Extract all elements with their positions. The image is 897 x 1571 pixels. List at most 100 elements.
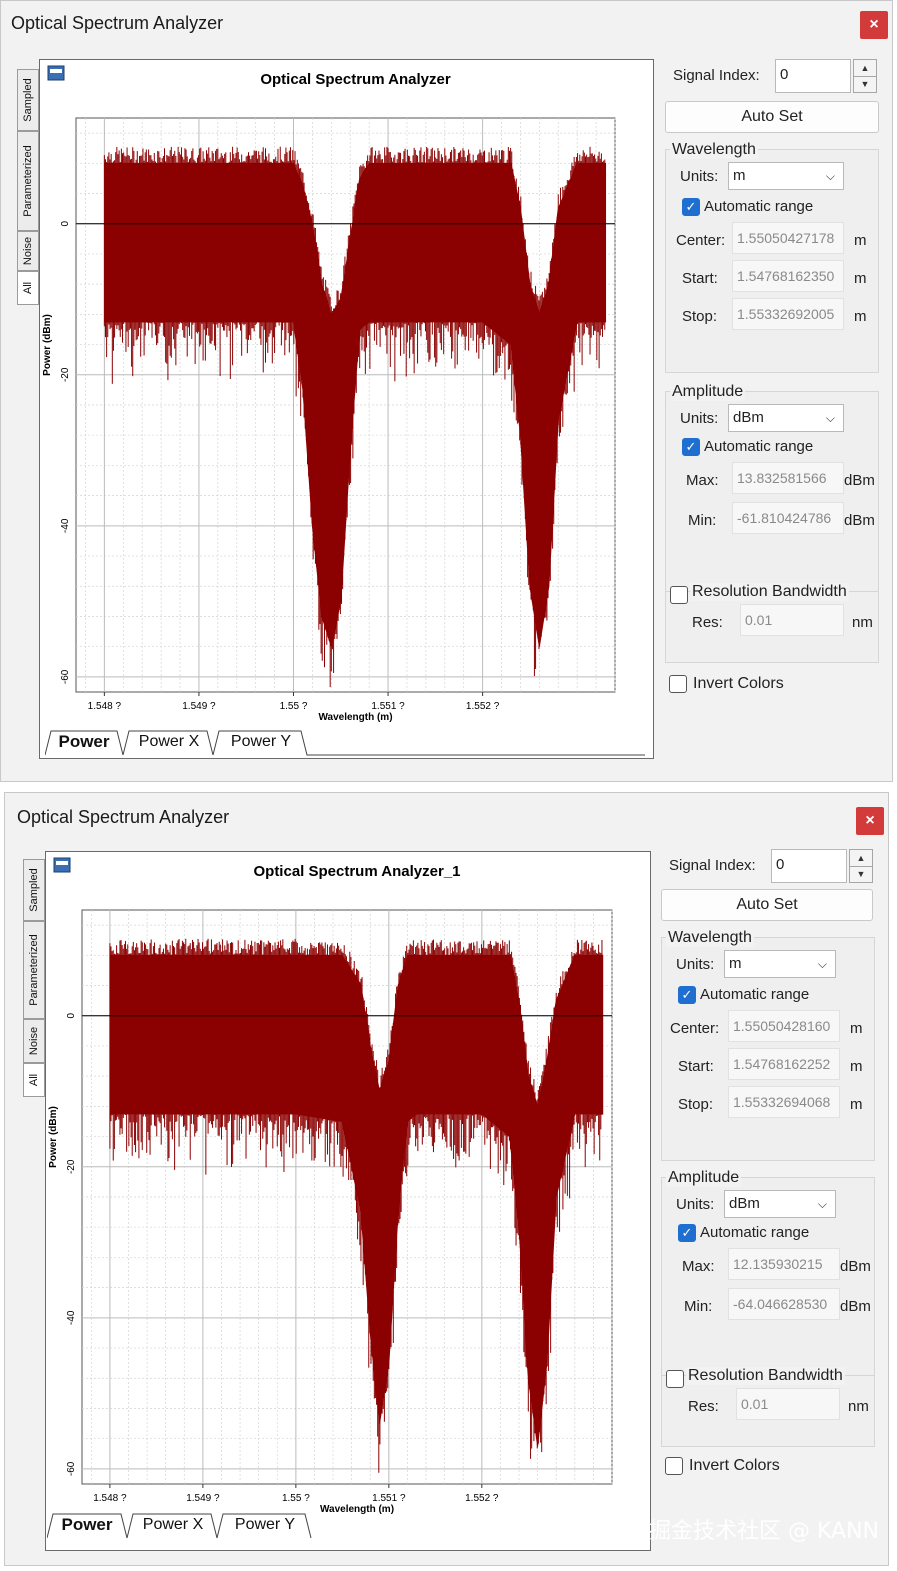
resolution-group: Resolution Bandwidth Res: 0.01 nm bbox=[661, 1367, 875, 1447]
amplitude-units-select[interactable]: dBm ⌵ bbox=[724, 1190, 836, 1218]
amplitude-units-select[interactable]: dBm ⌵ bbox=[728, 404, 844, 432]
x-tick-label: 1.551 ? bbox=[372, 1493, 406, 1504]
close-button[interactable]: × bbox=[860, 11, 888, 39]
x-tick-label: 1.548 ? bbox=[93, 1493, 127, 1504]
units-label: Units: bbox=[680, 168, 719, 185]
tab-power-x[interactable]: Power X bbox=[138, 733, 200, 750]
y-tick-label: -40 bbox=[66, 1310, 77, 1325]
chevron-down-icon: ⌵ bbox=[817, 1197, 827, 1211]
center-label: Center: bbox=[676, 232, 726, 249]
y-axis-label: Power (dBm) bbox=[42, 314, 53, 376]
chevron-down-icon[interactable]: ▼ bbox=[854, 75, 876, 93]
center-field[interactable]: 1.55050427178 bbox=[732, 222, 844, 254]
start-field[interactable]: 1.54768162252 bbox=[728, 1048, 840, 1080]
icon-highlight bbox=[50, 69, 62, 73]
tab-parameterized[interactable]: Parameterized bbox=[23, 921, 45, 1019]
start-label: Start: bbox=[678, 1058, 714, 1075]
invert-colors-label: Invert Colors bbox=[689, 1457, 780, 1474]
stop-field[interactable]: 1.55332692005 bbox=[732, 298, 844, 330]
settings-panel: Signal Index: 0 ▲ ▼ Auto Set Wavelength U… bbox=[657, 845, 885, 1545]
amplitude-title: Amplitude bbox=[666, 1169, 742, 1187]
min-field[interactable]: -61.810424786 bbox=[732, 502, 844, 534]
chevron-up-icon[interactable]: ▲ bbox=[856, 852, 866, 863]
min-label: Min: bbox=[684, 1298, 713, 1315]
tab-sampled[interactable]: Sampled bbox=[23, 859, 45, 921]
res-field[interactable]: 0.01 bbox=[740, 604, 844, 636]
x-tick-label: 1.55 ? bbox=[280, 701, 308, 712]
bottom-tabs-outline bbox=[47, 1513, 312, 1539]
center-unit: m bbox=[850, 1020, 863, 1037]
amplitude-group: Amplitude Units: dBm ⌵ ✓ Automatic range … bbox=[665, 383, 879, 611]
tab-all[interactable]: All bbox=[23, 1063, 45, 1097]
res-unit: nm bbox=[852, 614, 873, 631]
spectrum-chart: Optical Spectrum Analyzer 1.548 ? 1.549 ? 1… bbox=[42, 65, 616, 723]
wavelength-units-select[interactable]: m ⌵ bbox=[724, 950, 836, 978]
wavelength-title: Wavelength bbox=[666, 929, 754, 947]
tab-power[interactable]: Power bbox=[58, 732, 110, 751]
settings-panel: Signal Index: 0 ▲ ▼ Auto Set Wavelength U… bbox=[661, 55, 889, 755]
chart-app-icon bbox=[53, 857, 71, 873]
max-field[interactable]: 12.135930215 bbox=[728, 1248, 840, 1280]
window-title: Optical Spectrum Analyzer bbox=[17, 807, 230, 827]
auto-range-label: Automatic range bbox=[700, 1224, 810, 1241]
resolution-group: Resolution Bandwidth Res: 0.01 nm bbox=[665, 583, 879, 663]
tab-noise[interactable]: Noise bbox=[23, 1019, 45, 1063]
x-axis-label: Wavelength (m) bbox=[320, 1504, 394, 1515]
y-tick-label: 0 bbox=[66, 1013, 77, 1019]
min-field[interactable]: -64.046628530 bbox=[728, 1288, 840, 1320]
wavelength-group: Wavelength Units: m ⌵ ✓ Automatic range C… bbox=[661, 929, 875, 1161]
amplitude-group: Amplitude Units: dBm ⌵ ✓ Automatic range … bbox=[661, 1169, 875, 1397]
resolution-title: Resolution Bandwidth bbox=[690, 583, 849, 601]
signal-index-input[interactable]: 0 bbox=[775, 59, 851, 93]
auto-set-button[interactable]: Auto Set bbox=[661, 889, 873, 921]
invert-colors-checkbox[interactable] bbox=[665, 1457, 683, 1475]
chart-title: Optical Spectrum Analyzer_1 bbox=[253, 863, 460, 880]
start-field[interactable]: 1.54768162350 bbox=[732, 260, 844, 292]
min-unit: dBm bbox=[840, 1298, 871, 1315]
x-tick-label: 1.552 ? bbox=[465, 1493, 499, 1504]
tab-power-y[interactable]: Power Y bbox=[234, 1516, 296, 1533]
x-axis-label: Wavelength (m) bbox=[318, 712, 392, 723]
x-tick-label: 1.55 ? bbox=[282, 1493, 310, 1504]
tab-noise[interactable]: Noise bbox=[17, 231, 39, 271]
wavelength-auto-range-checkbox[interactable]: ✓ bbox=[678, 986, 696, 1004]
chart-title: Optical Spectrum Analyzer bbox=[260, 71, 450, 88]
chevron-down-icon[interactable]: ▼ bbox=[850, 865, 872, 883]
tab-power[interactable]: Power bbox=[61, 1515, 113, 1534]
tab-all[interactable]: All bbox=[17, 271, 39, 305]
amplitude-auto-range-checkbox[interactable]: ✓ bbox=[678, 1224, 696, 1242]
tab-sampled[interactable]: Sampled bbox=[17, 69, 39, 131]
signal-index-input[interactable]: 0 bbox=[771, 849, 847, 883]
auto-set-button[interactable]: Auto Set bbox=[665, 101, 879, 133]
resolution-checkbox[interactable] bbox=[670, 586, 688, 604]
wavelength-units-select[interactable]: m ⌵ bbox=[728, 162, 844, 190]
close-button[interactable]: × bbox=[856, 807, 884, 835]
osa-window-2: Optical Spectrum Analyzer × All Noise Pa… bbox=[4, 792, 889, 1566]
max-field[interactable]: 13.832581566 bbox=[732, 462, 844, 494]
stop-field[interactable]: 1.55332694068 bbox=[728, 1086, 840, 1118]
signal-index-stepper[interactable]: ▲ ▼ bbox=[849, 849, 873, 883]
center-label: Center: bbox=[670, 1020, 720, 1037]
units-label: Units: bbox=[676, 956, 715, 973]
tab-power-x[interactable]: Power X bbox=[142, 1516, 204, 1533]
bottom-tabs: Power Power X Power Y bbox=[45, 730, 645, 756]
amplitude-auto-range-checkbox[interactable]: ✓ bbox=[682, 438, 700, 456]
resolution-checkbox[interactable] bbox=[666, 1370, 684, 1388]
invert-colors-label: Invert Colors bbox=[693, 675, 784, 692]
x-tick-label: 1.549 ? bbox=[182, 701, 216, 712]
chevron-up-icon[interactable]: ▲ bbox=[860, 62, 870, 73]
invert-colors-checkbox[interactable] bbox=[669, 675, 687, 693]
wavelength-auto-range-checkbox[interactable]: ✓ bbox=[682, 198, 700, 216]
center-field[interactable]: 1.55050428160 bbox=[728, 1010, 840, 1042]
x-tick-label: 1.552 ? bbox=[466, 701, 500, 712]
res-field[interactable]: 0.01 bbox=[736, 1388, 840, 1420]
signal-index-stepper[interactable]: ▲ ▼ bbox=[853, 59, 877, 93]
tab-power-y[interactable]: Power Y bbox=[230, 733, 292, 750]
chevron-down-icon: ⌵ bbox=[825, 411, 835, 425]
chevron-down-icon: ⌵ bbox=[825, 169, 835, 183]
tab-parameterized[interactable]: Parameterized bbox=[17, 131, 39, 231]
wavelength-group: Wavelength Units: m ⌵ ✓ Automatic range C… bbox=[665, 141, 879, 373]
wavelength-title: Wavelength bbox=[670, 141, 758, 159]
signal-index-label: Signal Index: bbox=[673, 67, 760, 84]
stop-label: Stop: bbox=[678, 1096, 714, 1113]
